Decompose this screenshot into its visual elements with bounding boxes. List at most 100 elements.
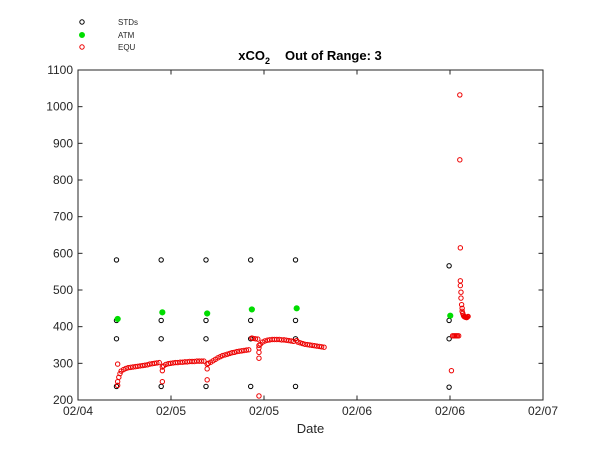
data-point-equ: [457, 157, 463, 163]
y-tick-label: 200: [53, 393, 73, 407]
data-point-equ: [256, 355, 262, 361]
data-point-stds: [113, 383, 120, 390]
data-point-atm: [114, 315, 121, 323]
data-point-equ: [256, 342, 262, 349]
data-point-stds: [247, 317, 254, 324]
y-tick-label: 1000: [46, 100, 73, 114]
data-point-equ: [458, 295, 464, 301]
data-point-equ: [198, 358, 205, 364]
y-axis: 200 300 400 500 600 700 800 900 1000 1100: [46, 63, 543, 407]
y-tick-label: 300: [53, 356, 73, 370]
data-point-equ: [318, 344, 325, 350]
data-point-stds: [203, 317, 209, 324]
x-tick-label: 02/05: [156, 404, 186, 418]
data-point-equ: [465, 313, 471, 320]
data-point-equ: [159, 367, 166, 374]
data-point-stds: [292, 383, 299, 390]
data-point-equ: [159, 364, 166, 370]
data-point-equ: [256, 393, 262, 399]
y-tick-label: 700: [53, 210, 73, 224]
data-point-equ: [457, 92, 463, 98]
chart-title-rest: Out of Range: 3: [285, 48, 382, 63]
data-point-atm: [248, 306, 255, 313]
x-tick-label: 02/04: [63, 404, 93, 418]
data-point-equ: [299, 340, 306, 347]
x-axis: 02/04 02/05 02/05 02/06 02/06 02/07: [63, 70, 558, 418]
y-tick-label: 900: [53, 136, 73, 150]
data-point-equ: [114, 361, 121, 367]
data-point-equ: [114, 382, 121, 389]
data-point-equ: [464, 314, 470, 321]
data-point-stds: [292, 257, 299, 263]
legend-marker-stds: [79, 19, 85, 25]
data-point-equ: [256, 349, 262, 356]
data-point-equ: [262, 338, 268, 344]
data-point-atm: [293, 305, 300, 312]
x-tick-label: 02/05: [249, 404, 279, 418]
data-point-equ: [457, 245, 464, 251]
chart-title-main: xCO: [238, 48, 265, 63]
data-point-atm: [159, 309, 166, 316]
axes-box: [77, 69, 544, 401]
data-point-equ: [204, 377, 210, 383]
data-point-equ: [117, 370, 123, 377]
data-point-equ: [154, 360, 160, 366]
data-point-stds: [446, 336, 452, 342]
data-point-equ: [252, 336, 259, 342]
data-point-equ: [458, 301, 465, 308]
data-point-equ: [255, 336, 261, 342]
data-point-equ: [123, 365, 129, 372]
legend-label-equ: EQU: [118, 43, 136, 52]
legend: STDs ATM EQU: [79, 18, 138, 52]
data-point-stds: [292, 317, 299, 324]
data-point-stds: [446, 263, 452, 269]
data-point-equ: [156, 359, 162, 366]
data-point-equ: [231, 349, 238, 356]
legend-marker-atm: [79, 32, 85, 38]
data-point-stds: [247, 257, 254, 263]
plot-area: [78, 70, 543, 400]
data-point-equ: [295, 339, 301, 345]
data-point-stds: [247, 383, 254, 390]
data-point-equ: [144, 362, 151, 368]
y-tick-label: 1100: [47, 63, 73, 77]
x-axis-title: Date: [297, 421, 324, 436]
data-point-equ: [459, 305, 465, 312]
data-marks: [113, 92, 471, 399]
data-point-equ: [224, 351, 231, 357]
data-point-equ: [159, 378, 166, 385]
data-point-equ: [297, 340, 303, 346]
data-point-equ: [142, 362, 148, 368]
data-point-atm: [447, 312, 454, 319]
y-tick-label: 400: [53, 320, 73, 334]
data-point-equ: [222, 352, 228, 358]
y-tick-label: 800: [53, 173, 73, 187]
data-point-stds: [203, 336, 209, 342]
data-point-stds: [158, 257, 164, 263]
data-point-stds: [203, 383, 209, 390]
chart-title: xCO2 Out of Range: 3: [238, 48, 382, 66]
data-point-equ: [458, 289, 464, 295]
data-point-equ: [219, 352, 226, 359]
data-point-stds: [158, 383, 164, 390]
data-point-equ: [321, 344, 327, 350]
data-point-equ: [201, 358, 207, 364]
data-point-equ: [448, 367, 455, 374]
y-tick-label: 500: [53, 283, 73, 297]
legend-label-stds: STDs: [118, 18, 138, 27]
data-point-stds: [203, 257, 209, 263]
data-point-stds: [446, 384, 452, 390]
data-point-stds: [158, 336, 164, 342]
data-point-equ: [457, 282, 464, 289]
data-point-equ: [204, 366, 210, 372]
data-point-stds: [113, 257, 120, 263]
data-point-equ: [229, 350, 235, 356]
data-point-stds: [113, 336, 120, 342]
data-point-equ: [455, 333, 462, 339]
x-tick-label: 02/06: [342, 404, 372, 418]
x-tick-label: 02/07: [528, 404, 558, 418]
data-point-equ: [163, 361, 169, 368]
y-tick-label: 600: [53, 246, 73, 260]
data-point-equ: [288, 338, 294, 344]
